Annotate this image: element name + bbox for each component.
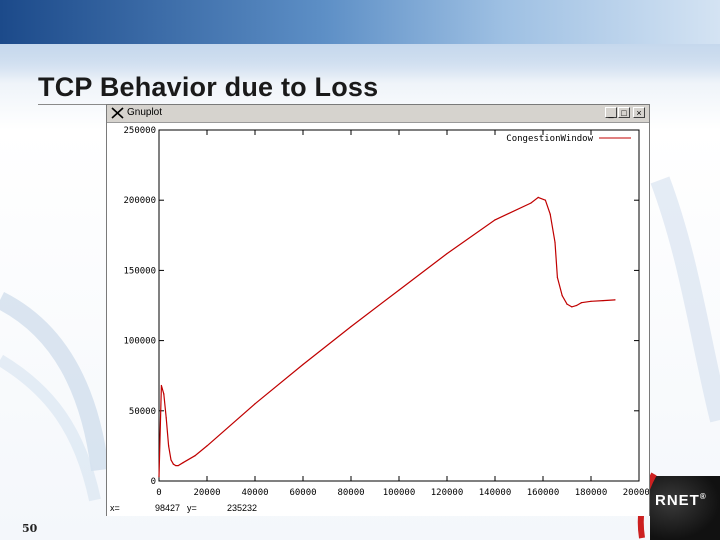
data-point	[446, 252, 448, 255]
data-point	[556, 276, 558, 279]
window-titlebar[interactable]: Gnuplot _ □ ×	[107, 105, 649, 123]
data-point	[544, 199, 546, 201]
y-tick-label: 250000	[123, 126, 156, 136]
x-tick-label: 140000	[479, 488, 512, 498]
logo-text: RNET®	[655, 492, 707, 509]
x-tick-label: 80000	[337, 488, 364, 498]
window-title: Gnuplot	[127, 107, 163, 118]
legend-label: CongestionWindow	[506, 134, 593, 144]
x-tick-label: 160000	[527, 488, 560, 498]
status-y-value: 235232	[227, 503, 258, 513]
data-point	[175, 464, 177, 467]
data-point	[566, 303, 568, 305]
logo-wordmark: RNET	[655, 492, 700, 509]
data-point	[602, 299, 604, 302]
data-point	[530, 202, 532, 204]
data-point	[571, 306, 573, 308]
data-point	[172, 463, 174, 465]
y-tick-label: 200000	[123, 196, 156, 206]
plot-frame	[158, 129, 640, 482]
data-point	[614, 299, 616, 301]
data-point	[554, 241, 556, 243]
data-point	[254, 403, 256, 405]
logo-background	[650, 476, 720, 540]
gnuplot-app-icon	[111, 107, 124, 119]
y-tick-label: 0	[151, 477, 156, 487]
data-point	[549, 213, 551, 215]
series-line-congestion-window	[158, 196, 616, 477]
data-point	[494, 219, 496, 221]
data-point	[576, 304, 578, 307]
status-x-label: x=	[110, 503, 120, 513]
data-point	[168, 445, 170, 447]
data-point	[165, 417, 167, 419]
x-tick-label: 20000	[193, 488, 220, 498]
status-y-label: y=	[187, 503, 197, 513]
data-point	[182, 462, 184, 464]
data-point	[398, 289, 400, 291]
title-band	[0, 0, 720, 44]
plot-area[interactable]: 0 20000 40000 60000 80000 100000 120000 140000 1…	[107, 123, 649, 501]
data-point	[158, 476, 160, 478]
data-point	[350, 325, 352, 328]
x-tick-label: 0	[156, 488, 161, 498]
slide-title: TCP Behavior due to Loss	[38, 72, 379, 102]
data-point	[160, 384, 162, 387]
data-point	[170, 459, 172, 461]
x-tick-label: 120000	[431, 488, 464, 498]
x-tick-label: 60000	[289, 488, 316, 498]
data-point	[177, 464, 179, 467]
data-point	[302, 363, 304, 366]
data-point	[537, 196, 539, 198]
y-tick-label: 150000	[123, 266, 156, 276]
y-tick-label: 100000	[123, 337, 156, 347]
x-tick-label: 40000	[241, 488, 268, 498]
status-x-value: 98427	[155, 503, 181, 513]
page-number: 50	[22, 522, 38, 535]
data-point	[194, 455, 196, 457]
data-point	[163, 393, 165, 395]
data-point	[206, 445, 208, 447]
gnuplot-window[interactable]: Gnuplot _ □ × 0 20000 40000 60000 80000 10000…	[106, 104, 650, 516]
data-point	[580, 302, 582, 304]
x-tick-label: 180000	[575, 488, 608, 498]
close-button[interactable]: ×	[633, 107, 645, 118]
y-tick-label: 50000	[129, 407, 156, 417]
data-point	[590, 300, 592, 302]
minimize-button[interactable]: _	[605, 107, 617, 118]
maximize-button[interactable]: □	[618, 107, 630, 118]
x-tick-label: 200000	[623, 488, 649, 498]
x-tick-label: 100000	[383, 488, 416, 498]
title-band-fade	[0, 44, 720, 84]
data-point	[561, 295, 563, 297]
status-bar: x= 98427 y= 235232	[107, 501, 649, 516]
